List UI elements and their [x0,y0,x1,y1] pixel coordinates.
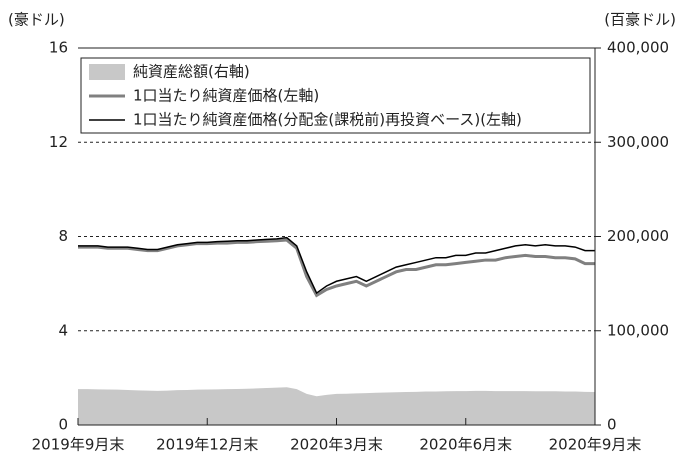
legend-box [80,57,591,134]
y2-tick-label: 100,000 [607,321,669,339]
x-tick-label: 2019年12月末 [156,436,258,454]
y2-tick-label: 300,000 [607,133,669,151]
y-tick-label: 4 [58,321,68,339]
legend-label: 1口当たり純資産価格(分配金(課税前)再投資ベース)(左軸) [133,111,522,129]
x-tick-label: 2019年9月末 [32,436,125,454]
y-tick-label: 12 [49,133,68,151]
x-tick-label: 2020年6月末 [419,436,512,454]
y2-tick-label: 400,000 [607,39,669,57]
x-tick-label: 2020年9月末 [549,436,642,454]
line [78,236,595,295]
x-tick-label: 2020年3月末 [290,436,383,454]
legend-label: 純資産総額(右軸) [133,63,250,81]
y-tick-label: 0 [58,416,68,434]
legend-label: 1口当たり純資産価格(左軸) [133,87,319,105]
y2-tick-label: 0 [607,416,617,434]
y2-tick-label: 200,000 [607,227,669,245]
y-axis-title: (豪ドル) [8,11,65,29]
area [78,387,595,425]
line [78,238,595,298]
y2-axis-title: (百豪ドル) [604,11,676,29]
y-tick-label: 8 [58,227,68,245]
legend-swatch [89,64,125,80]
y-tick-label: 16 [49,39,68,57]
